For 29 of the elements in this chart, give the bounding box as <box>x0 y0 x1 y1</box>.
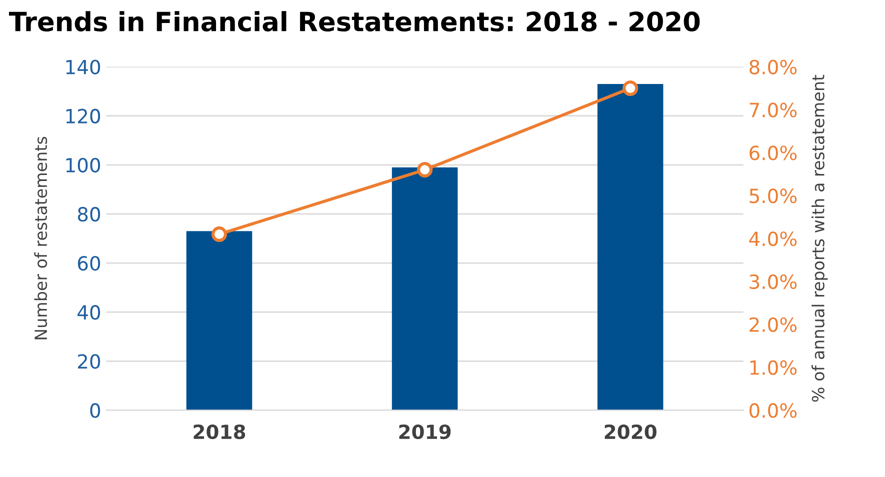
y2-tick-label: 4.0% <box>749 231 797 246</box>
y-tick-label: 100 <box>66 158 100 173</box>
y2-tick-label: 0.0% <box>750 403 797 418</box>
bar <box>597 84 664 410</box>
chart-title: Trends in Financial Restatements: 2018 - 2020 <box>8 11 700 32</box>
y-tick-label: 40 <box>78 305 100 320</box>
x-tick-label: 2019 <box>399 424 451 440</box>
x-tick-label: 2018 <box>194 424 246 440</box>
y2-tick-label: 2.0% <box>750 317 797 332</box>
y-axis-title: Number of restatements <box>34 136 48 340</box>
x-tick-label: 2020 <box>604 424 656 440</box>
y2-axis-title: % of annual reports with a restatement <box>812 74 828 402</box>
y-tick-label: 120 <box>66 108 100 124</box>
y2-tick-label: 1.0% <box>750 360 797 375</box>
y2-tick-label: 3.0% <box>750 274 797 290</box>
y-tick-label: 20 <box>78 354 100 369</box>
point <box>622 80 638 96</box>
point <box>211 226 228 242</box>
point <box>417 162 433 178</box>
y2-tick-label: 6.0% <box>750 146 797 160</box>
y-tick-label: 140 <box>66 60 100 74</box>
y2-tick-label: 8.0% <box>750 60 797 74</box>
y-tick-label: 80 <box>78 206 100 222</box>
y-tick-label: 0 <box>90 403 100 418</box>
bar <box>186 231 252 410</box>
y2-tick-label: 5.0% <box>750 188 797 204</box>
bar <box>392 167 458 410</box>
y2-tick-label: 7.0% <box>750 102 797 118</box>
y-tick-label: 60 <box>78 256 100 271</box>
